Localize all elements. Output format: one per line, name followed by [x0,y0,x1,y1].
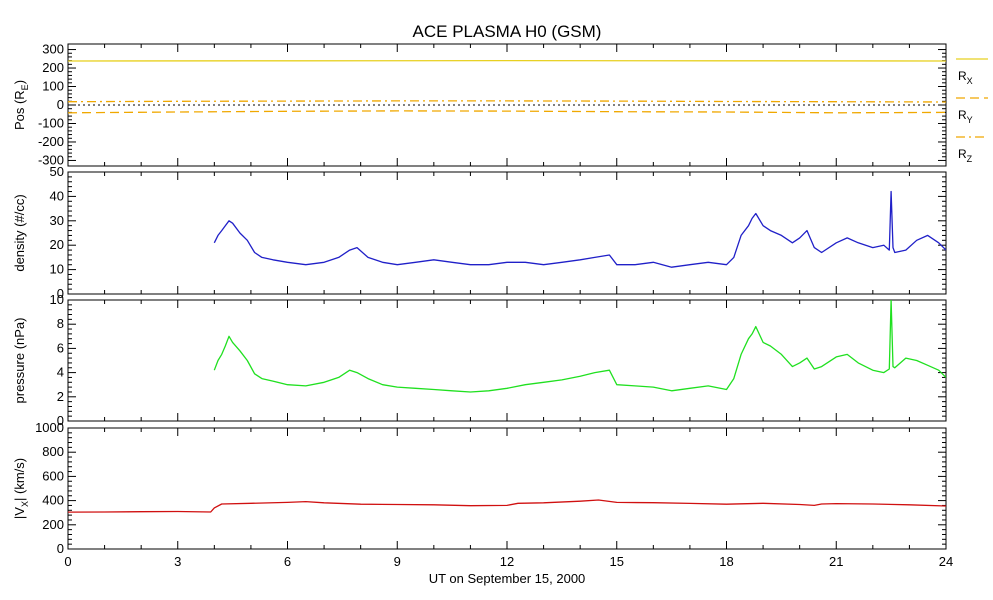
x-tick-label: 6 [284,554,291,569]
x-tick-label: 9 [394,554,401,569]
y-tick-label: 20 [50,237,64,252]
panel-frame [67,427,947,550]
x-axis-label: UT on September 15, 2000 [429,571,586,586]
legend-label-rz: RZ [958,147,973,164]
y-tick-label: 4 [57,365,64,380]
legend-label-sub: X [967,76,973,86]
x-tick-label: 3 [174,554,181,569]
y-axis-label-end: | (km/s) [12,458,27,501]
y-tick-label: 2 [57,389,64,404]
chart-title: ACE PLASMA H0 (GSM) [413,22,602,41]
y-tick-label: -300 [38,152,64,167]
x-tick-label: 21 [829,554,843,569]
x-tick-label: 0 [64,554,71,569]
series-group [213,300,946,393]
legend-label-text: R [958,147,967,161]
legend-label-sub: Z [967,154,973,164]
panel-frame [67,299,947,422]
y-axis-label: Pos (RE) [12,80,30,130]
legend-label-text: R [958,108,967,122]
y-tick-label: 800 [42,444,64,459]
y-tick-label: 6 [57,340,64,355]
y-tick-label: 10 [50,292,64,307]
y-tick-label: 600 [42,468,64,483]
legend-label-ry: RY [958,108,973,125]
series-group [213,190,946,268]
legend-label-rx: RX [958,69,973,86]
y-axis-label-text: pressure (nPa) [12,318,27,404]
y-tick-label: 8 [57,316,64,331]
y-tick-label: 30 [50,213,64,228]
series-group [68,59,946,114]
panel-vx: 0 200 400 600 800 1000 |VX| (km/s) 0 3 6 9 12 15 18 21… [12,420,953,569]
x-tick-label: 12 [500,554,514,569]
y-tick-label: 40 [50,188,64,203]
series-line-vx [68,499,946,513]
y-axis-label: pressure (nPa) [12,318,27,404]
y-tick-label: 0 [57,97,64,112]
y-tick-label: 0 [57,541,64,556]
legend-label-text: R [958,69,967,83]
y-tick-label: 300 [42,42,64,57]
y-tick-label: -200 [38,134,64,149]
x-tick-label: 18 [719,554,733,569]
y-tick-label: 1000 [35,420,64,435]
y-axis-label-sub: X [20,501,30,507]
y-tick-label: 100 [42,79,64,94]
y-tick-label: 50 [50,164,64,179]
y-tick-label: 400 [42,493,64,508]
series-line-pressure [213,300,946,393]
y-axis-label: density (#/cc) [12,194,27,271]
panel-frame [67,171,947,295]
y-axis-label-sub: E [20,84,30,90]
y-axis-label-text: density (#/cc) [12,194,27,271]
panel-density: 0 10 20 30 40 50 density (#/cc) [12,164,947,301]
y-axis-label: |VX| (km/s) [12,458,30,519]
series-group [68,499,946,513]
series-line-rz [68,100,946,103]
series-line-density [213,190,946,268]
y-axis-label-text: Pos (R [12,90,27,130]
panel-pressure: 0 2 4 6 8 10 pressure (nPa) [12,292,947,428]
y-tick-label: 0 [57,286,64,301]
x-tick-label: 24 [939,554,953,569]
y-tick-label: 0 [57,413,64,428]
y-tick-label: 200 [42,60,64,75]
y-axis-label-end: ) [12,80,27,84]
y-tick-label: 200 [42,517,64,532]
series-line-ry [68,110,946,114]
y-tick-label: -100 [38,115,64,130]
y-axis-label-text: |V [12,507,27,519]
y-tick-label: 10 [50,262,64,277]
legend-label-sub: Y [967,115,973,125]
x-tick-label: 15 [610,554,624,569]
